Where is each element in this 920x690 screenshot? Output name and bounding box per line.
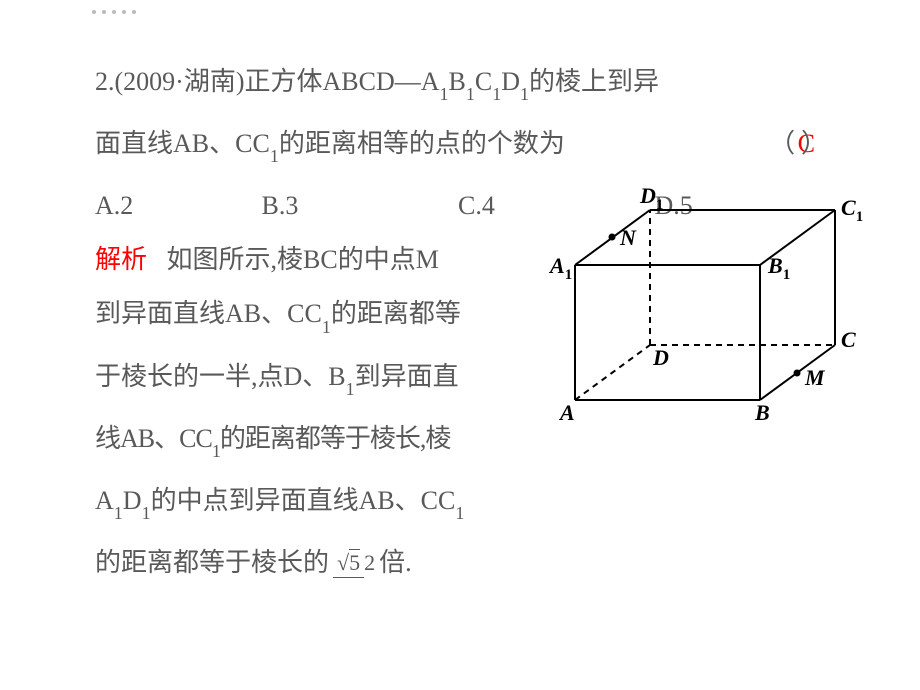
- solution-line-5: A1D1的中点到异面直线AB、CC1: [95, 474, 855, 536]
- svg-text:N: N: [619, 225, 637, 250]
- solution-line-6: 的距离都等于棱长的√52倍.: [95, 536, 855, 590]
- page-indicator-dots: [88, 8, 148, 16]
- svg-text:A1: A1: [548, 253, 572, 283]
- svg-text:B: B: [754, 400, 770, 425]
- svg-text:M: M: [804, 365, 826, 390]
- svg-text:C: C: [841, 327, 856, 352]
- question-number: 2.: [95, 67, 115, 96]
- question-line-1: 2.(2009·湖南)正方体ABCD—A1B1C1D1的棱上到异: [95, 55, 855, 117]
- option-a: A.2: [95, 179, 255, 233]
- cube-diagram: A B C D A1 B1 C1 D1 M N: [545, 185, 865, 435]
- paren-close: ）: [801, 129, 827, 158]
- paren-open: （: [769, 129, 795, 158]
- svg-text:D1: D1: [639, 185, 663, 213]
- option-b: B.3: [262, 179, 452, 233]
- question-line-2: 面直线AB、CC1的距离相等的点的个数为 （ C）: [95, 117, 855, 179]
- svg-text:C1: C1: [841, 195, 863, 225]
- solution-label: 解析: [95, 245, 147, 274]
- question-source: (2009·湖南): [115, 67, 245, 96]
- fraction-sqrt5-over-2: √52: [333, 552, 375, 574]
- svg-text:D: D: [652, 345, 669, 370]
- svg-text:B1: B1: [767, 253, 790, 283]
- svg-text:A: A: [558, 400, 575, 425]
